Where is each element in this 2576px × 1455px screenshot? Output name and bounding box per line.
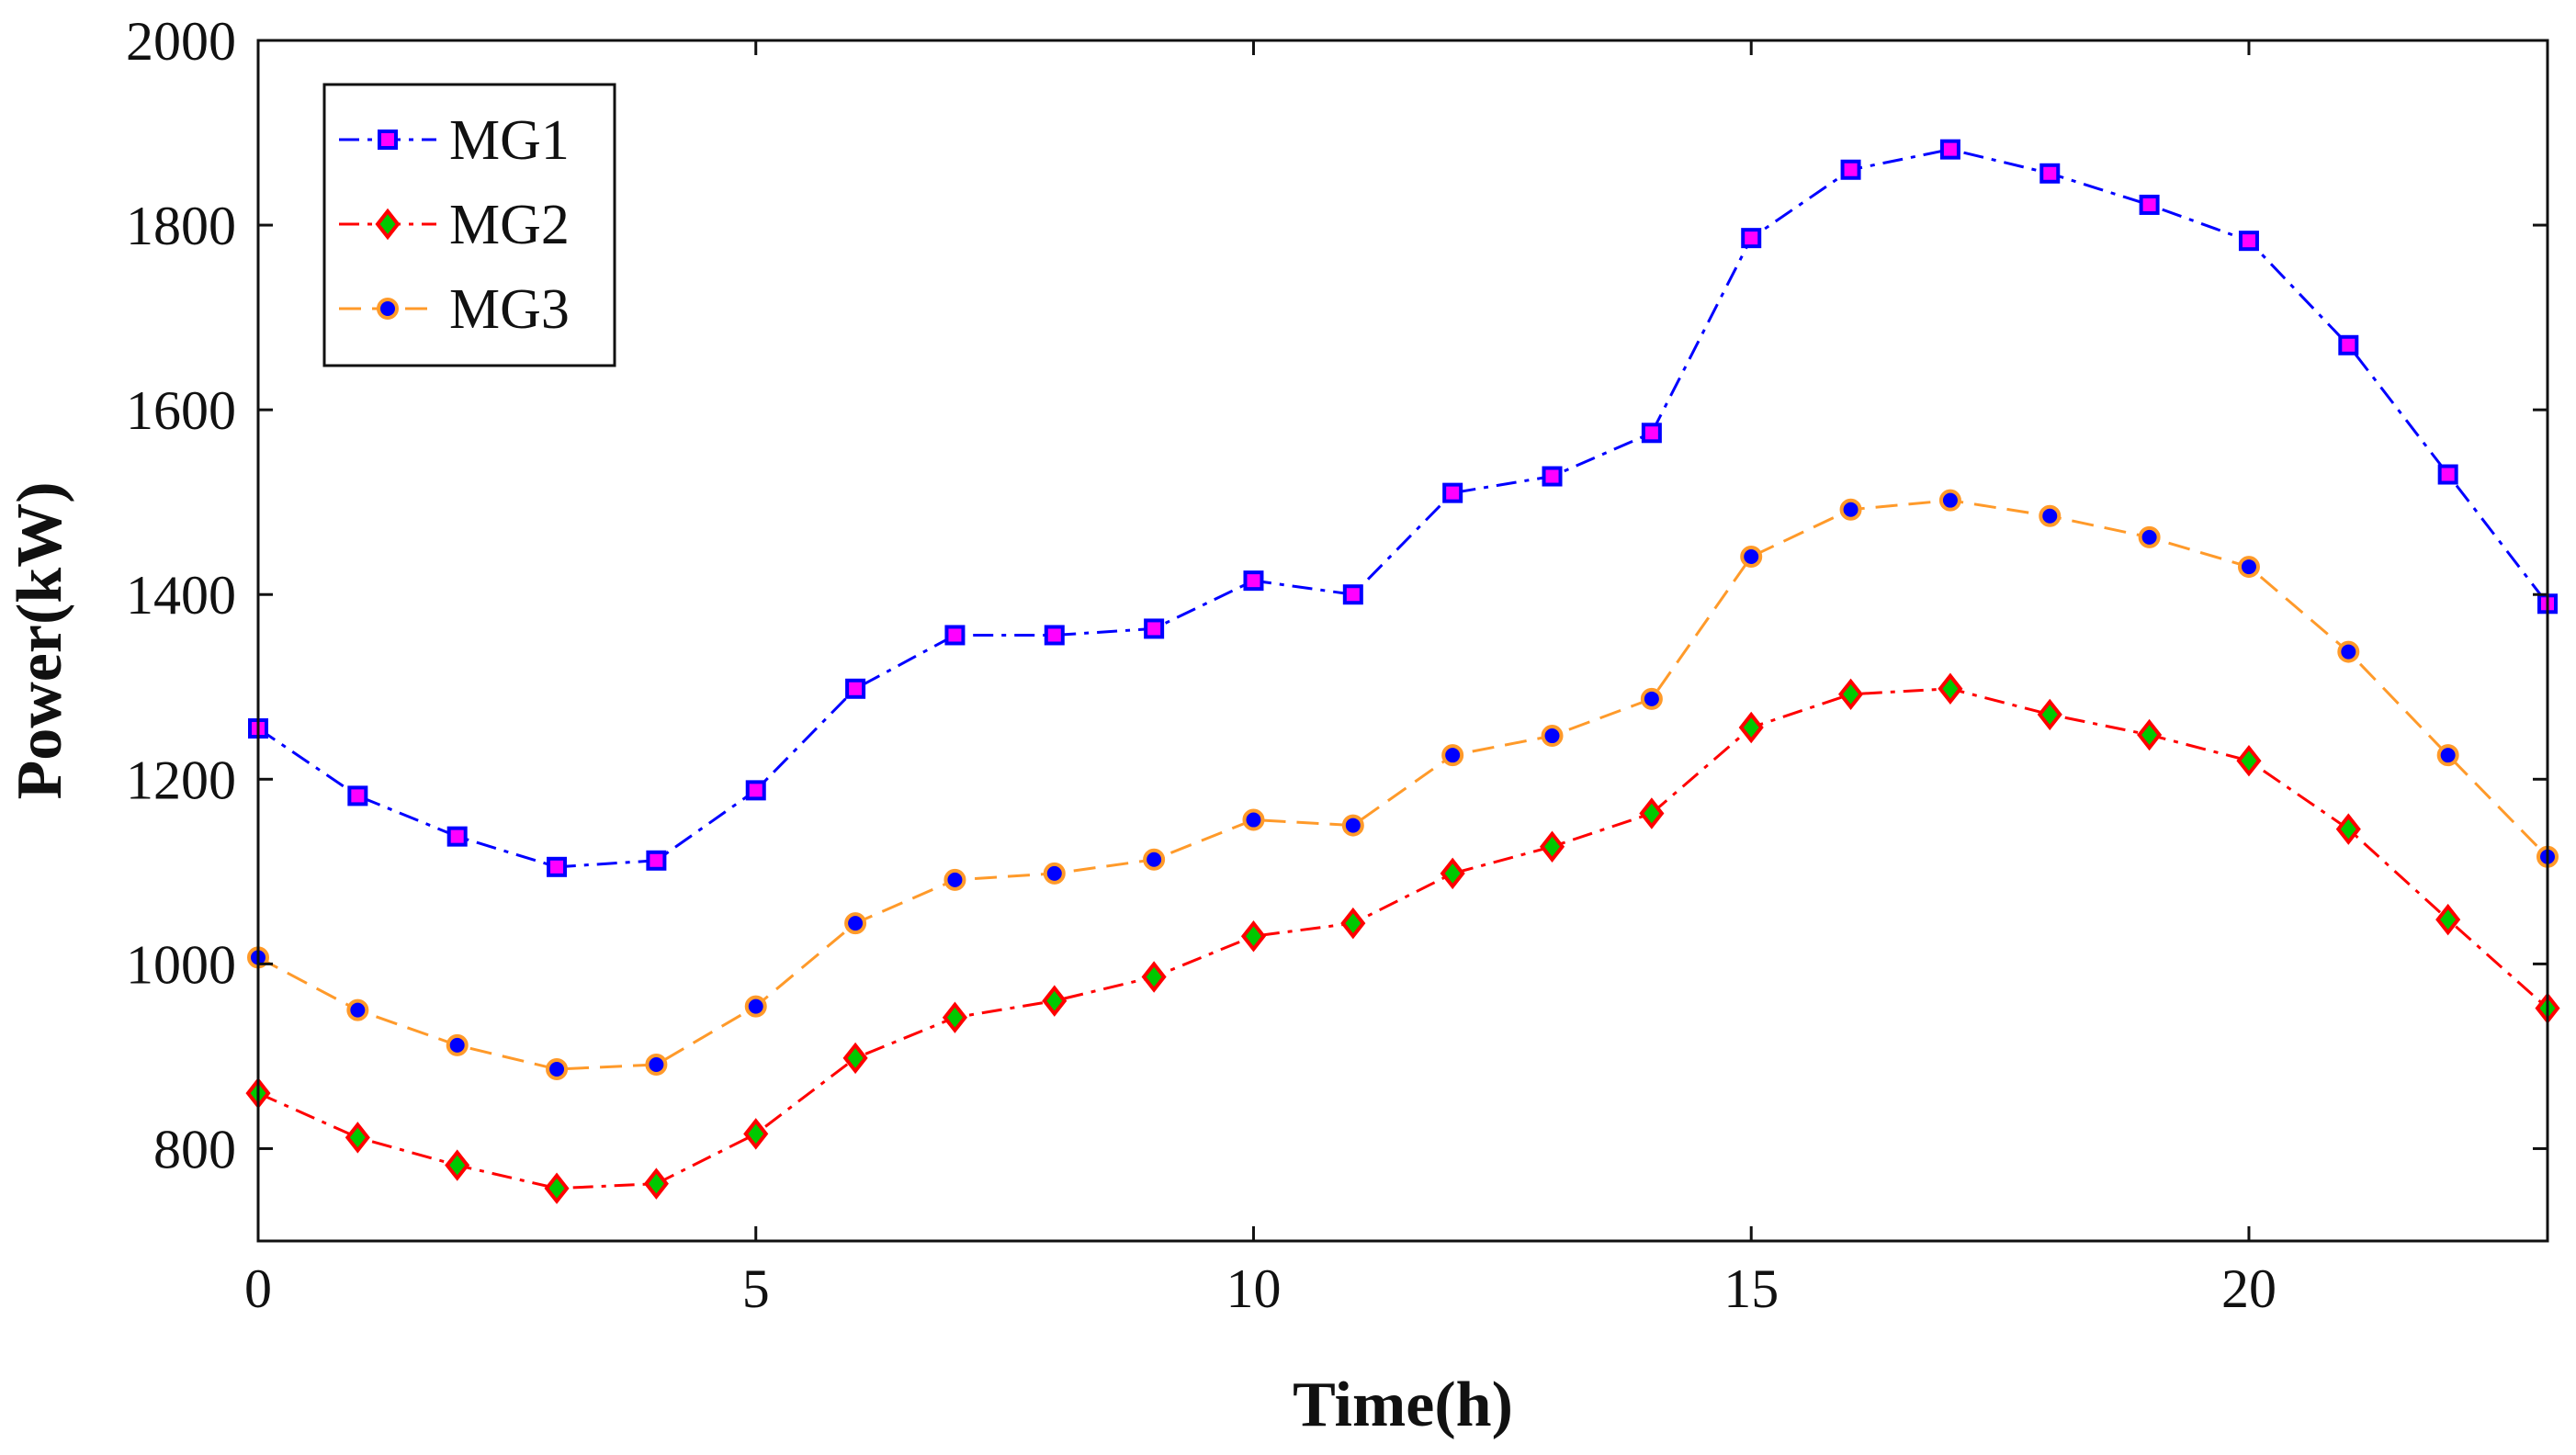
data-point-mg1 [944,625,966,646]
data-point-mg1 [2039,163,2061,184]
data-point-mg2 [1141,961,1167,993]
data-point-mg3 [2337,640,2360,663]
data-point-mg2 [1440,857,1465,890]
data-point-mg3 [744,995,767,1018]
x-tick-label: 0 [244,1258,272,1319]
data-point-mg3 [2436,744,2459,767]
y-tick-label: 800 [153,1119,236,1179]
data-point-mg1 [845,678,866,699]
data-point-mg1 [1044,625,1065,646]
data-point-mg2 [2435,903,2461,936]
legend-marker-mg1 [378,130,398,150]
data-point-mg2 [2137,718,2163,751]
data-point-mg1 [1542,466,1563,487]
x-tick-label: 20 [2221,1258,2277,1319]
data-point-mg1 [2338,334,2359,355]
legend-label-mg3: MG3 [449,278,570,341]
series-line-mg2 [257,687,2548,1190]
data-point-mg2 [643,1167,669,1200]
data-point-mg1 [446,826,468,847]
data-point-mg2 [1340,907,1366,940]
data-point-mg1 [1144,618,1165,639]
data-point-mg2 [345,1122,370,1154]
data-point-mg3 [1143,848,1166,871]
data-point-mg1 [1442,482,1463,503]
data-point-mg2 [2335,813,2361,845]
data-point-mg3 [1740,546,1763,569]
y-tick-label: 1200 [126,750,236,810]
x-tick-label: 15 [1723,1258,1779,1319]
axes: 0 5 10 15 20 800 1000 1200 1400 1600 1800 2000 [126,11,2549,1319]
data-point-mg1 [1840,159,1861,180]
data-point-mg1 [2139,194,2160,215]
data-point-mg3 [1938,489,1961,512]
data-point-mg2 [1938,672,1963,705]
data-point-mg2 [1539,830,1565,863]
data-point-mg1 [1741,228,1762,249]
y-tick-label: 1000 [126,934,236,995]
legend-label-mg1: MG1 [449,109,570,172]
data-point-mg3 [943,868,966,891]
data-point-mg1 [1243,570,1264,592]
y-tick-label: 2000 [126,11,236,72]
data-point-mg1 [1939,139,1960,160]
data-point-mg3 [2138,525,2161,548]
legend-marker-mg2 [375,208,401,241]
x-tick-label: 10 [1226,1258,1281,1319]
y-axis-title: Power(kW) [5,481,75,799]
series-line-mg3 [257,499,2549,1071]
data-point-mg3 [1341,814,1364,837]
axes-frame [256,39,2549,1243]
series-line-mg1 [257,148,2549,869]
data-point-mg2 [1738,711,1764,744]
legend-box [322,83,616,367]
data-point-mg1 [1342,584,1363,605]
data-point-mg3 [1441,744,1464,767]
data-point-mg2 [2236,744,2262,777]
data-point-mg3 [1839,498,1862,521]
data-point-mg2 [1240,919,1267,953]
data-point-mg3 [1640,687,1663,710]
data-point-mg2 [842,1042,868,1075]
data-point-mg3 [346,998,369,1021]
legend-label-mg2: MG2 [449,194,570,256]
data-point-mg1 [646,850,667,871]
data-point-mg2 [445,1149,470,1181]
data-point-mg1 [347,785,368,806]
data-point-mg2 [1639,797,1665,829]
y-tick-label: 1600 [126,380,236,441]
data-point-mg3 [645,1053,668,1076]
y-tick-label: 1400 [126,565,236,626]
data-point-mg3 [546,1057,569,1080]
data-point-mg3 [2039,504,2062,527]
data-point-mg3 [1043,862,1066,885]
legend: MG1 MG2 MG3 [322,83,616,367]
data-point-mg2 [544,1172,570,1204]
data-point-mg1 [547,856,568,877]
legend-marker-mg3 [377,298,399,320]
data-point-mg2 [942,1001,967,1033]
data-point-mg1 [2238,231,2259,252]
data-point-mg3 [1242,808,1265,831]
data-point-mg3 [844,912,867,935]
data-point-mg1 [1641,423,1662,444]
data-point-mg3 [446,1033,469,1056]
x-tick-label: 5 [742,1258,770,1319]
data-point-mg3 [2237,556,2260,579]
x-axis-title: Time(h) [1293,1370,1513,1440]
data-point-mg1 [745,780,766,801]
data-point-mg2 [1042,985,1068,1017]
data-point-mg3 [1541,725,1564,748]
y-tick-label: 1800 [126,196,236,256]
data-point-mg2 [743,1118,769,1150]
data-point-mg1 [2437,464,2458,485]
data-point-mg2 [2037,698,2062,731]
data-point-mg2 [1838,678,1864,711]
